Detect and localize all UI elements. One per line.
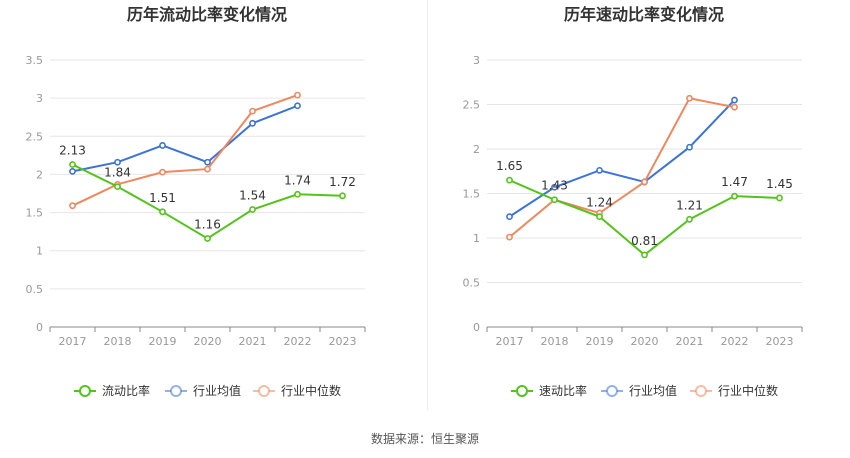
chart2-series-line-2 (508, 97, 735, 238)
chart2-legend-label: 行业均值 (629, 383, 677, 398)
chart2-series-point-1 (686, 143, 693, 151)
chart2-data-label: 1.24 (586, 196, 613, 210)
chart2-data-label: 1.21 (676, 198, 703, 212)
chart1-ytick-label: 1.5 (26, 207, 44, 220)
chart2-series-point-1 (596, 166, 603, 174)
chart1-series-point-0 (249, 206, 256, 213)
chart1-data-label: 1.84 (104, 166, 131, 180)
chart1-ytick-label: 1 (36, 245, 43, 258)
chart1-series-point-1 (204, 158, 211, 166)
chart2-series-point-2 (506, 233, 513, 241)
chart1-series-point-2 (294, 91, 301, 99)
chart1-series-point-1 (114, 158, 121, 166)
chart1-xtick-label: 2021 (239, 335, 267, 348)
chart1-data-label: 2.13 (59, 144, 86, 158)
chart1-xtick-label: 2023 (329, 335, 357, 348)
chart1-xtick-label: 2018 (104, 335, 132, 348)
chart1-series-line-2 (72, 94, 298, 207)
data-source-note: 数据来源：恒生聚源 (370, 432, 479, 446)
chart2-ytick-label: 1 (473, 232, 480, 245)
chart1-series-point-0 (294, 190, 301, 198)
chart2-series-point-0 (686, 215, 693, 223)
chart2-ytick-label: 0.5 (463, 277, 481, 290)
chart2-series-point-0 (776, 194, 783, 202)
chart2-data-label: 1.43 (541, 179, 568, 193)
chart2-title: 历年速动比率变化情况 (564, 5, 724, 24)
chart1-series-point-0 (339, 192, 346, 200)
chart1-series-line-1 (72, 104, 298, 173)
chart1-data-label: 1.74 (284, 173, 311, 187)
chart1-ytick-label: 2.5 (26, 130, 44, 143)
chart1-title: 历年流动比率变化情况 (127, 5, 287, 24)
chart1-legend-label: 流动比率 (102, 383, 150, 398)
chart1-legend-marker (79, 385, 91, 397)
chart2-data-label: 1.47 (721, 175, 748, 189)
chart1-series-point-2 (249, 107, 256, 115)
chart1-series-point-1 (249, 119, 256, 127)
chart1-xtick-label: 2022 (284, 335, 312, 348)
chart2-series-point-0 (551, 196, 558, 204)
chart2-xtick-label: 2022 (721, 335, 749, 348)
chart2-series-point-2 (641, 178, 648, 186)
chart2-series-point-1 (506, 213, 513, 221)
chart2-series-point-2 (731, 103, 738, 111)
chart1-legend-label: 行业中位数 (281, 383, 341, 398)
chart2-ytick-label: 0 (473, 321, 480, 334)
chart1-data-label: 1.16 (194, 218, 221, 232)
chart2-series-line-1 (508, 99, 736, 218)
chart2-xtick-label: 2023 (766, 335, 794, 348)
chart1-xtick-label: 2017 (59, 335, 87, 348)
chart1-series-point-1 (294, 102, 301, 110)
chart2-ytick-label: 3 (473, 54, 480, 67)
chart1-ytick-label: 2 (36, 168, 43, 181)
chart1-series-point-2 (69, 202, 76, 210)
chart1-series-point-2 (159, 168, 166, 176)
chart2-xtick-label: 2017 (496, 335, 524, 348)
chart1-ytick-label: 3 (36, 92, 43, 105)
chart1-series-point-2 (204, 165, 211, 173)
chart1-data-label: 1.72 (329, 175, 356, 189)
chart1-xtick-label: 2019 (149, 335, 177, 348)
chart2-legend-label: 速动比率 (539, 383, 587, 398)
chart2-series-point-0 (596, 213, 603, 221)
chart2-legend-marker (606, 385, 618, 397)
chart2-xtick-label: 2018 (541, 335, 569, 348)
chart2-xtick-label: 2021 (676, 335, 704, 348)
chart2-legend-marker (516, 385, 528, 397)
chart2-ytick-label: 1.5 (463, 188, 481, 201)
chart1-xtick-label: 2020 (194, 335, 222, 348)
chart1-legend-marker (258, 385, 270, 397)
chart1-series-point-1 (69, 167, 76, 175)
chart2-ytick-label: 2.5 (463, 99, 481, 112)
chart1-ytick-label: 3.5 (26, 54, 44, 67)
chart2-series-point-1 (551, 183, 558, 191)
chart2-legend-marker (695, 385, 707, 397)
chart2-data-label: 1.65 (496, 159, 523, 173)
chart1-legend-label: 行业均值 (193, 383, 241, 398)
chart1-data-label: 1.51 (149, 191, 176, 205)
chart2-series-point-0 (506, 176, 513, 184)
chart2-series-point-0 (641, 251, 648, 259)
chart2-series-point-2 (686, 94, 693, 102)
chart1-ytick-label: 0.5 (26, 283, 44, 296)
chart2-series-point-1 (731, 96, 738, 104)
chart2-data-label: 0.81 (631, 234, 658, 248)
chart2-series-point-0 (731, 192, 738, 200)
chart1-series-point-0 (69, 161, 76, 168)
chart1-data-label: 1.54 (239, 189, 266, 203)
chart1-legend-marker (170, 385, 182, 397)
chart2-ytick-label: 2 (473, 143, 480, 156)
chart2-xtick-label: 2020 (631, 335, 659, 348)
chart1-ytick-label: 0 (36, 321, 43, 334)
chart1-series-point-0 (204, 235, 211, 242)
panel-divider (427, 0, 428, 410)
chart2-data-label: 1.45 (766, 177, 793, 191)
chart2-xtick-label: 2019 (586, 335, 614, 348)
chart2-legend-label: 行业中位数 (718, 383, 778, 398)
chart1-series-point-1 (159, 142, 166, 149)
chart1-series-point-0 (159, 208, 166, 216)
chart1-series-point-0 (114, 183, 121, 191)
